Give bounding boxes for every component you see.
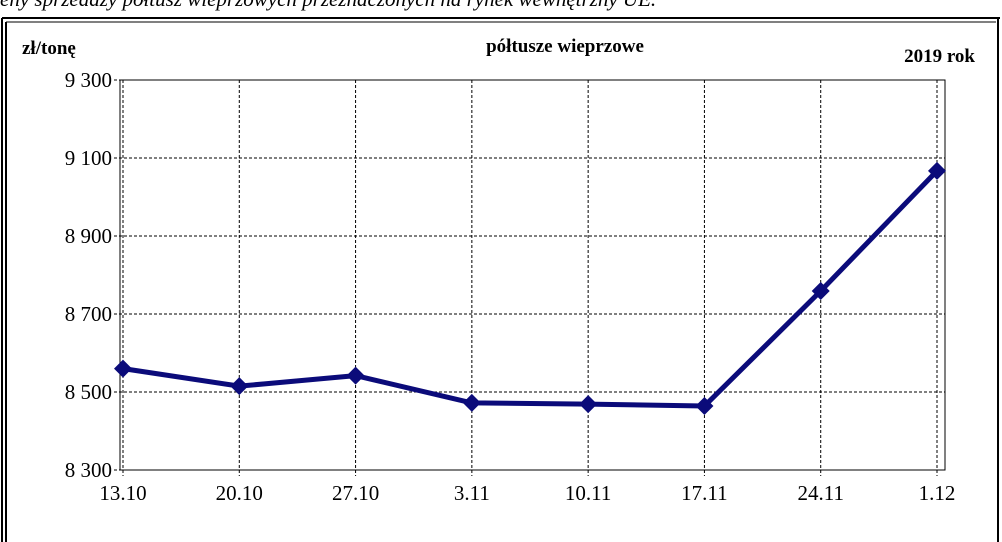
- y-tick-label: 9 300: [65, 68, 112, 92]
- marker: [462, 393, 481, 412]
- y-tick-label: 8 300: [65, 458, 112, 482]
- y-tick-label: 8 700: [65, 302, 112, 326]
- marker: [928, 161, 946, 180]
- marker: [230, 377, 249, 396]
- y-tick-label: 8 900: [65, 224, 112, 248]
- x-tick-label: 27.10: [332, 481, 379, 505]
- x-tick-label: 10.11: [565, 481, 611, 505]
- x-tick-label: 24.11: [797, 481, 843, 505]
- marker: [346, 366, 365, 385]
- caption: eny sprzedaży półtusz wieprzowych przezn…: [0, 0, 656, 11]
- plot-area: [119, 79, 946, 471]
- chart-subtitle: 2019 rok: [904, 46, 975, 67]
- y-tick-label: 9 100: [65, 146, 112, 170]
- chart-title: półtusze wieprzowe: [486, 36, 644, 57]
- marker: [579, 395, 598, 414]
- x-tick-label: 3.11: [454, 481, 490, 505]
- x-tick-label: 1.12: [919, 481, 956, 505]
- x-tick-label: 20.10: [216, 481, 263, 505]
- marker: [811, 281, 830, 300]
- x-tick-label: 13.10: [99, 481, 146, 505]
- y-tick-label: 8 500: [65, 380, 112, 404]
- line: [122, 169, 939, 409]
- marker: [695, 397, 714, 416]
- y-axis-label: zł/tonę: [22, 38, 76, 59]
- x-tick-label: 17.11: [681, 481, 727, 505]
- marker: [114, 359, 132, 378]
